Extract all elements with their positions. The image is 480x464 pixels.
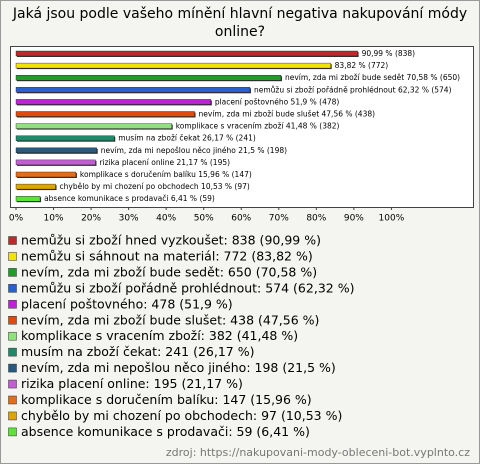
legend-label: komplikace s vracením zboží: 382 (41,48 … xyxy=(21,328,298,343)
legend-swatch xyxy=(8,363,17,373)
legend-swatch xyxy=(8,316,17,325)
value-label: nemůžu si zboží pořádně prohlédnout 62,3… xyxy=(254,85,452,94)
bar xyxy=(15,99,212,105)
legend-swatch xyxy=(8,331,17,341)
legend-swatch xyxy=(8,427,17,437)
x-tick-label: 0% xyxy=(9,214,24,224)
legend-swatch xyxy=(8,236,17,245)
value-label: nevím, zda mi nepošlou něco jiného 21,5 … xyxy=(101,146,287,155)
x-tick-label: 70% xyxy=(269,214,289,224)
legend-swatch xyxy=(8,379,17,389)
value-label: nevím, zda mi zboží bude sedět 70,58 % (… xyxy=(285,73,460,82)
bar xyxy=(15,195,41,202)
x-tick-label: 80% xyxy=(306,214,326,224)
bar xyxy=(15,111,195,117)
x-tick-label: 50% xyxy=(194,214,214,224)
legend-swatch xyxy=(8,252,17,261)
bar xyxy=(15,147,97,154)
legend-label: musím na zboží čekat: 241 (26,17 %) xyxy=(21,344,255,359)
value-label: placení poštovného 51,9 % (478) xyxy=(215,97,340,106)
x-tick-label: 60% xyxy=(231,214,251,224)
bar xyxy=(15,62,331,69)
bar xyxy=(15,123,172,129)
bar xyxy=(15,50,358,57)
bar xyxy=(15,171,77,178)
value-label: 83,82 % (772) xyxy=(335,61,389,70)
legend-label: nevím, zda mi zboží bude slušet: 438 (47… xyxy=(21,312,319,327)
value-label: nevím, zda mi zboží bude slušet 47,56 % … xyxy=(199,110,376,119)
legend-label: placení poštovného: 478 (51,9 %) xyxy=(21,296,233,311)
x-tick-label: 30% xyxy=(119,214,139,224)
legend-label: nemůžu si sáhnout na materiál: 772 (83,8… xyxy=(21,248,313,263)
legend-label: rizika placení online: 195 (21,17 %) xyxy=(21,376,243,391)
x-tick-label: 40% xyxy=(156,214,176,224)
bar xyxy=(15,74,282,81)
legend-label: chybělo by mi chození po obchodech: 97 (… xyxy=(21,408,342,423)
legend-label: nemůžu si zboží pořádně prohlédnout: 574… xyxy=(21,280,354,295)
bar xyxy=(15,135,115,141)
x-tick-label: 10% xyxy=(44,214,64,224)
legend-swatch xyxy=(8,300,17,309)
bar xyxy=(15,159,96,166)
x-tick-label: 90% xyxy=(344,214,364,224)
value-label: 90,99 % (838) xyxy=(362,49,416,58)
legend-label: nevím, zda mi nepošlou něco jiného: 198 … xyxy=(21,360,336,375)
legend-swatch xyxy=(8,268,17,277)
legend-swatch xyxy=(8,347,17,357)
bar xyxy=(15,87,251,93)
value-label: absence komunikace s prodavači 6,41 % (5… xyxy=(44,194,215,203)
legend-swatch xyxy=(8,284,17,293)
legend-swatch xyxy=(8,395,17,405)
legend-swatch xyxy=(8,411,17,421)
value-label: chybělo by mi chození po obchodech 10,53… xyxy=(60,182,250,191)
bar xyxy=(15,183,56,190)
legend-label: nevím, zda mi zboží bude sedět: 650 (70,… xyxy=(21,264,317,279)
value-label: musím na zboží čekat 26,17 % (241) xyxy=(118,134,256,143)
source: zdroj: https://nakupovani-mody-obleceni-… xyxy=(166,446,470,459)
value-label: komplikace s vracením zboží 41,48 % (382… xyxy=(176,122,340,131)
x-tick-label: 20% xyxy=(81,214,101,224)
value-label: rizika placení online 21,17 % (195) xyxy=(99,158,230,167)
legend-label: absence komunikace s prodavači: 59 (6,41… xyxy=(21,424,310,439)
x-tick-label: 100% xyxy=(379,214,405,224)
value-label: komplikace s doručením balíku 15,96 % (1… xyxy=(80,170,252,179)
legend-label: nemůžu si zboží hned vyzkoušet: 838 (90,… xyxy=(21,233,321,248)
legend-label: komplikace s doručením balíku: 147 (15,9… xyxy=(21,392,312,407)
chart-title: Jaká jsou podle vašeho mínění hlavní neg… xyxy=(12,6,467,40)
